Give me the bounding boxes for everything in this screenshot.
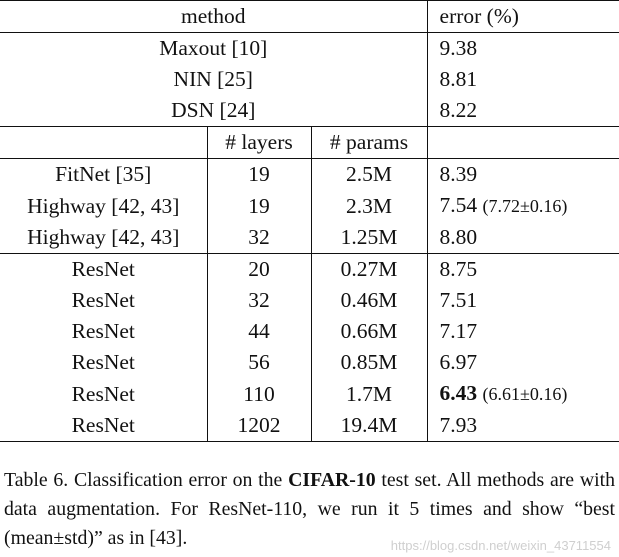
method-cell: Maxout [10] xyxy=(0,32,428,64)
layers-cell: 1202 xyxy=(207,410,312,442)
table-row: ResNet 1202 19.4M 7.93 xyxy=(0,410,619,442)
error-mean-std-note: (6.61±0.16) xyxy=(482,384,568,404)
watermark: https://blog.csdn.net/weixin_43711554 xyxy=(390,538,611,553)
table-row: ResNet 32 0.46M 7.51 xyxy=(0,285,619,316)
layers-cell: 32 xyxy=(207,222,312,254)
params-cell: 1.25M xyxy=(340,225,398,249)
error-value: 7.93 xyxy=(439,413,478,437)
method-cell: Highway [42, 43] xyxy=(0,222,208,254)
error-cell: 8.22 xyxy=(426,95,619,127)
table-row: ResNet 44 0.66M 7.17 xyxy=(0,316,619,347)
error-cell: 8.75 xyxy=(426,253,619,285)
method-cell: DSN [24] xyxy=(171,98,256,122)
error-value: 7.54 xyxy=(439,193,478,217)
params-cell: 0.66M xyxy=(340,319,398,343)
params-cell: 0.27M xyxy=(311,253,428,285)
error-value: 8.80 xyxy=(439,225,478,249)
table-subheader-row: # layers # params xyxy=(0,126,619,159)
error-value: 7.17 xyxy=(439,319,478,343)
error-cell: 6.43 (6.61±0.16) xyxy=(426,378,619,410)
method-cell: Highway [42, 43] xyxy=(0,190,208,222)
table-row: DSN [24] 8.22 xyxy=(0,95,619,127)
error-cell: 7.54 (7.72±0.16) xyxy=(426,190,619,222)
subheader-method-empty xyxy=(0,126,208,159)
results-table: method error (%) Maxout [10] 9.38 NIN [25] 8.… xyxy=(0,0,619,442)
subheader-params: # params xyxy=(311,126,428,159)
caption-dataset-name: CIFAR-10 xyxy=(288,469,376,491)
method-cell: ResNet xyxy=(0,410,208,442)
error-value: 7.51 xyxy=(439,288,478,312)
params-cell: 0.46M xyxy=(340,288,398,312)
error-cell: 8.81 xyxy=(426,64,619,95)
method-cell: NIN [25] xyxy=(173,67,253,91)
params-cell: 2.3M xyxy=(346,193,393,218)
table-row: Highway [42, 43] 32 1.25M 8.80 xyxy=(0,222,619,254)
layers-cell: 56 xyxy=(207,347,312,378)
subheader-error-empty xyxy=(426,126,619,159)
layers-cell: 20 xyxy=(207,253,312,285)
params-cell: 19.4M xyxy=(311,410,428,442)
layers-cell: 44 xyxy=(207,316,312,347)
params-cell: 0.85M xyxy=(340,350,398,374)
error-cell: 7.17 xyxy=(426,316,619,347)
method-cell: ResNet xyxy=(0,253,208,285)
params-cell: 2.5M xyxy=(311,158,428,190)
error-value: 8.39 xyxy=(439,162,478,186)
params-cell: 1.7M xyxy=(346,381,393,406)
method-cell: ResNet xyxy=(0,316,208,347)
error-mean-std-note: (7.72±0.16) xyxy=(482,196,568,216)
error-value: 6.43 xyxy=(439,381,478,405)
table-row: ResNet 56 0.85M 6.97 xyxy=(0,347,619,378)
table-header-row: method error (%) xyxy=(0,0,619,33)
error-value: 8.75 xyxy=(439,257,478,281)
caption-text-end: test set. All methods are with data augm… xyxy=(4,469,615,549)
method-cell: ResNet xyxy=(0,378,208,410)
table-row: Maxout [10] 9.38 xyxy=(0,32,619,64)
layers-cell: 19 xyxy=(207,190,312,222)
layers-cell: 19 xyxy=(207,158,312,190)
error-cell: 8.39 xyxy=(426,158,619,190)
table-row: Highway [42, 43] 19 2.3M 7.54 (7.72±0.16) xyxy=(0,190,619,222)
layers-cell: 110 xyxy=(207,378,312,410)
method-cell: ResNet xyxy=(0,347,208,378)
error-cell: 7.51 xyxy=(426,285,619,316)
header-error: error (%) xyxy=(426,0,619,33)
table-row: ResNet 20 0.27M 8.75 xyxy=(0,253,619,285)
layers-cell: 32 xyxy=(207,285,312,316)
error-cell: 9.38 xyxy=(426,32,619,64)
table-row: ResNet 110 1.7M 6.43 (6.61±0.16) xyxy=(0,378,619,410)
subheader-layers: # layers xyxy=(207,126,312,159)
method-cell: ResNet xyxy=(0,285,208,316)
table-caption: Table 6. Classification error on the CIF… xyxy=(4,466,615,553)
method-cell: FitNet [35] xyxy=(0,158,208,190)
error-cell: 8.80 xyxy=(426,222,619,254)
header-method: method xyxy=(0,0,428,33)
error-value: 6.97 xyxy=(439,350,478,374)
table-row: NIN [25] 8.81 xyxy=(0,64,619,95)
table-row: FitNet [35] 19 2.5M 8.39 xyxy=(0,158,619,190)
error-cell: 7.93 xyxy=(426,410,619,442)
error-cell: 6.97 xyxy=(426,347,619,378)
caption-text-start: Table 6. Classification error on the xyxy=(4,469,289,491)
